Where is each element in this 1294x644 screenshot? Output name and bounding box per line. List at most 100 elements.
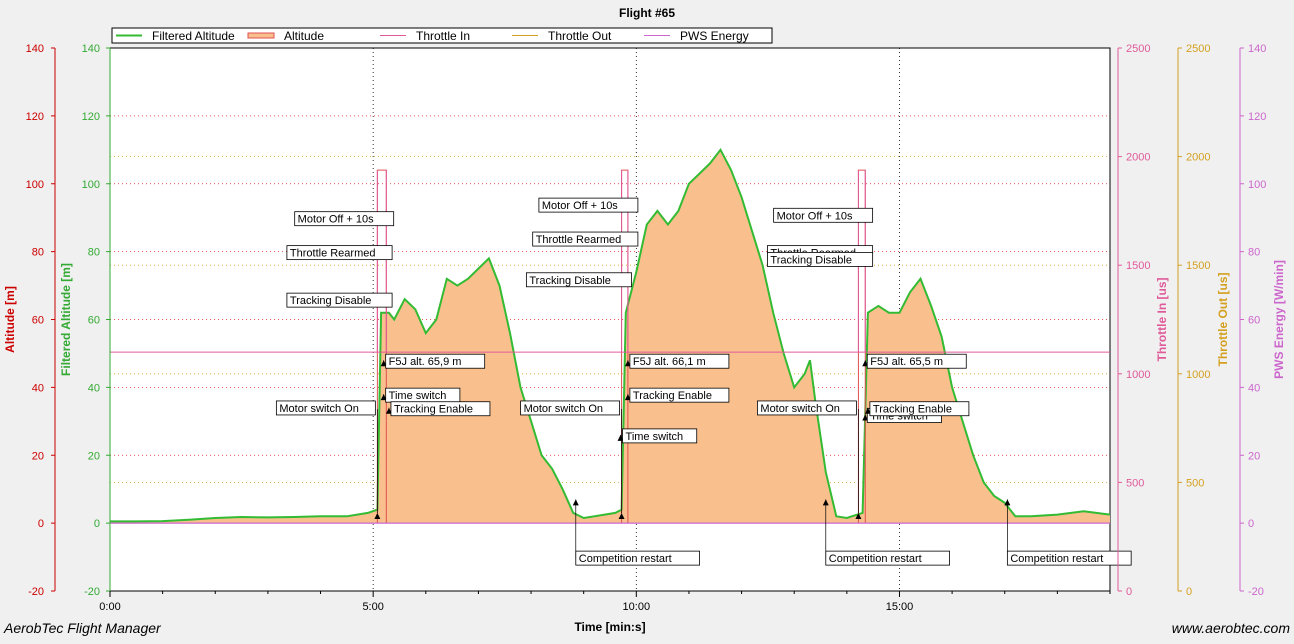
annotation-arrow <box>374 512 381 519</box>
annotation-box <box>390 401 491 417</box>
annotation-label: F5J alt. 65,9 m <box>389 356 462 368</box>
website-link[interactable]: www.aerobtec.com <box>1171 620 1290 636</box>
annotation-box <box>532 231 639 247</box>
annotation-label: Time switch <box>389 390 447 402</box>
legend-swatch <box>247 32 275 39</box>
annotation-label: F5J alt. 65,5 m <box>870 356 943 368</box>
axis-tick-label: 0 <box>1126 586 1132 598</box>
axis-tick-label: 2000 <box>1186 152 1210 164</box>
legend-entry: Throttle Out <box>548 29 612 43</box>
axis-title: Filtered Altitude [m] <box>59 263 73 376</box>
axis-tick-label: -20 <box>84 586 100 598</box>
annotation-label: Tracking Enable <box>394 404 473 416</box>
annotation-label: Tracking Disable <box>529 275 611 287</box>
annotation-arrow <box>385 407 392 414</box>
annotation-label: Motor switch On <box>524 403 603 415</box>
annotation-arrow <box>624 394 631 401</box>
annotation-arrow <box>618 512 625 519</box>
annotation-arrow <box>862 414 869 421</box>
axis-tick-label: -20 <box>1248 586 1264 598</box>
annotation-label: Competition restart <box>829 553 922 565</box>
annotation-box <box>629 387 730 403</box>
axis-tick-label: 1000 <box>1126 369 1150 381</box>
axis-tick-label: 120 <box>1248 111 1266 123</box>
annotation-label: Tracking Disable <box>290 295 372 307</box>
axis-tick-label: 2500 <box>1186 43 1210 55</box>
chart-title: Flight #65 <box>619 6 675 20</box>
axis-tick-label: 100 <box>82 179 100 191</box>
axis-tick-label: 0 <box>1248 518 1254 530</box>
filtered-altitude-line <box>110 147 1111 523</box>
axis-tick-label: 40 <box>32 382 44 394</box>
annotation-arrow <box>1004 499 1011 506</box>
annotation-label: Throttle Rearmed <box>290 248 376 260</box>
axis-tick-label: 20 <box>88 450 100 462</box>
axis-tick-label: 60 <box>88 315 100 327</box>
annotation-box <box>520 400 620 416</box>
axis-tick-label: 140 <box>82 43 100 55</box>
axis-tick-label: 80 <box>88 247 100 259</box>
annotation-box <box>575 550 700 566</box>
axis-tick-label: 2000 <box>1126 152 1150 164</box>
axis-title: Throttle Out [us] <box>1216 273 1230 367</box>
axis-tick-label: 60 <box>32 315 44 327</box>
annotation-box <box>869 401 970 417</box>
legend-entry: PWS Energy <box>680 29 749 43</box>
x-axis-tick-label: 5:00 <box>362 601 383 613</box>
axis-tick-label: 20 <box>1248 450 1260 462</box>
axis-tick-label: -20 <box>28 586 44 598</box>
axis-title: Throttle In [us] <box>1155 278 1169 362</box>
annotation-box <box>294 211 395 227</box>
filtered-altitude-area <box>110 149 1110 524</box>
x-axis-tick-label: 0:00 <box>99 601 120 613</box>
axis-tick-label: 60 <box>1248 315 1260 327</box>
annotation-label: Tracking Enable <box>873 404 952 416</box>
annotation-box <box>773 207 874 223</box>
legend-entry: Filtered Altitude <box>152 29 235 43</box>
annotation-box <box>629 353 730 369</box>
x-axis-tick-label: 10:00 <box>623 601 651 613</box>
annotation-arrow <box>617 434 624 441</box>
annotation-box <box>825 550 950 566</box>
annotation-box <box>866 353 967 369</box>
axis-tick-label: 100 <box>1248 179 1266 191</box>
annotation-label: Motor switch On <box>760 403 839 415</box>
axis-tick-label: 1500 <box>1186 260 1210 272</box>
annotation-arrow <box>572 499 579 506</box>
annotation-arrow <box>822 499 829 506</box>
annotation-label: Tracking Enable <box>633 390 712 402</box>
annotation-box <box>275 400 376 416</box>
legend-entry: Throttle In <box>416 29 470 43</box>
annotation-label: Tracking Disable <box>770 254 852 266</box>
axis-tick-label: 140 <box>26 43 44 55</box>
legend-box <box>111 27 773 44</box>
axis-tick-label: 1000 <box>1186 369 1210 381</box>
annotation-label: Motor switch On <box>279 403 358 415</box>
annotation-box <box>286 292 393 308</box>
axis-tick-label: 120 <box>82 111 100 123</box>
x-axis-tick-label: 15:00 <box>886 601 914 613</box>
axis-title: PWS Energy [W/min] <box>1272 260 1286 379</box>
annotation-label: Throttle Rearmed <box>536 234 622 246</box>
annotation-arrow <box>624 360 631 367</box>
axis-tick-label: 80 <box>32 247 44 259</box>
annotation-box <box>525 272 632 288</box>
annotation-box <box>1006 550 1132 566</box>
axis-tick-label: 0 <box>38 518 44 530</box>
annotation-arrow <box>380 394 387 401</box>
annotation-label: Time switch <box>626 431 684 443</box>
axis-tick-label: 0 <box>94 518 100 530</box>
axis-tick-label: 140 <box>1248 43 1266 55</box>
axis-tick-label: 40 <box>1248 382 1260 394</box>
axis-tick-label: 0 <box>1186 586 1192 598</box>
axis-tick-label: 2500 <box>1126 43 1150 55</box>
axis-tick-label: 80 <box>1248 247 1260 259</box>
axis-tick-label: 100 <box>26 179 44 191</box>
annotation-label: Competition restart <box>579 553 672 565</box>
axis-tick-label: 120 <box>26 111 44 123</box>
annotation-box <box>757 400 857 416</box>
annotation-box <box>385 353 486 369</box>
annotation-box <box>767 252 874 267</box>
annotation-arrow <box>380 360 387 367</box>
